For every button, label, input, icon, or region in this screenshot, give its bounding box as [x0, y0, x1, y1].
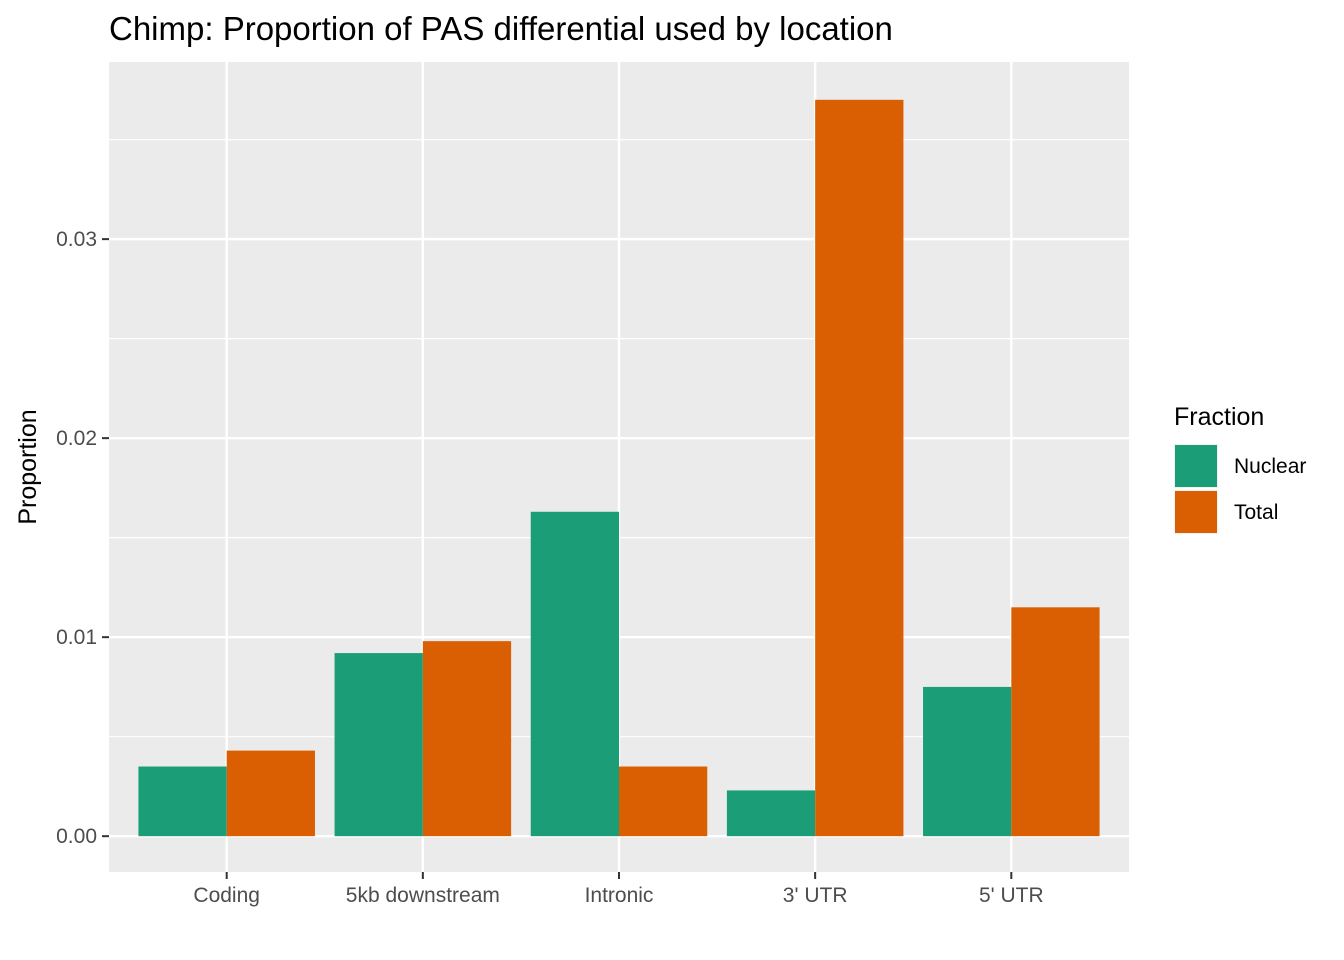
bars: [138, 99, 1100, 837]
y-tick-label: 0.03: [56, 228, 97, 251]
legend-swatch-total: [1175, 491, 1217, 533]
legend-label-total: Total: [1234, 501, 1278, 524]
x-tick-label: 3' UTR: [783, 884, 848, 907]
x-tick-label: Coding: [193, 884, 260, 907]
y-tick-label: 0.01: [56, 626, 97, 649]
y-tick-label: 0.02: [56, 427, 97, 450]
bar-nuclear-3: [726, 790, 816, 837]
x-tick-label: Intronic: [585, 884, 654, 907]
legend-swatch-nuclear: [1175, 445, 1217, 487]
legend-title: Fraction: [1174, 403, 1264, 431]
bar-nuclear-4: [923, 686, 1012, 837]
x-tick-label: 5kb downstream: [346, 884, 500, 907]
legend: Fraction Nuclear Total: [1174, 403, 1306, 534]
bar-total-0: [226, 750, 315, 837]
y-axis-title: Proportion: [14, 409, 42, 524]
y-tick-label: 0.00: [56, 825, 97, 848]
chart-title: Chimp: Proportion of PAS differential us…: [109, 10, 893, 47]
bar-nuclear-2: [530, 511, 619, 837]
legend-label-nuclear: Nuclear: [1234, 455, 1306, 478]
bar-total-1: [422, 641, 512, 837]
y-axis: 0.00 0.01 0.02 0.03: [56, 228, 109, 848]
bar-total-4: [1011, 607, 1100, 837]
x-tick-label: 5' UTR: [979, 884, 1044, 907]
bar-total-3: [815, 99, 904, 837]
x-axis: Coding 5kb downstream Intronic 3' UTR 5' UTR: [193, 872, 1044, 907]
bar-nuclear-0: [138, 766, 227, 837]
bar-nuclear-1: [334, 653, 423, 837]
bar-total-2: [619, 766, 708, 837]
